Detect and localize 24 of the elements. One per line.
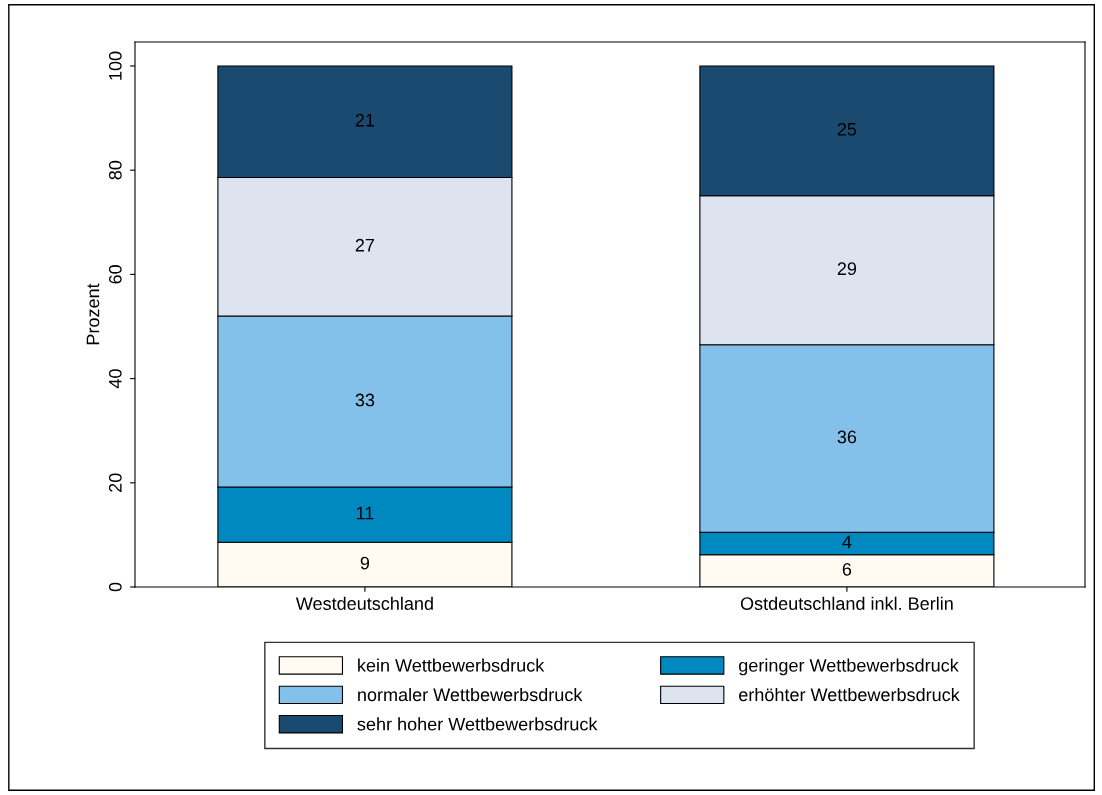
data-label: 25 xyxy=(837,122,857,136)
data-label: 4 xyxy=(842,535,852,549)
y-tick-label: 0 xyxy=(108,582,122,592)
data-label: 6 xyxy=(842,562,852,576)
legend-label: geringer Wettbewerbsdruck xyxy=(739,658,959,676)
x-tick-label: Ostdeutschland inkl. Berlin xyxy=(740,596,953,610)
y-tick-label: 100 xyxy=(108,51,122,80)
y-tick-label: 60 xyxy=(108,265,122,284)
legend-label: kein Wettbewerbsdruck xyxy=(358,658,545,672)
y-axis-title: Prozent xyxy=(86,283,100,345)
data-label: 21 xyxy=(355,113,375,127)
data-label: 33 xyxy=(355,393,375,407)
y-tick-label: 40 xyxy=(108,369,122,389)
data-label: 11 xyxy=(356,506,374,520)
data-label: 29 xyxy=(837,262,857,276)
legend-label: normaler Wettbewerbsdruck xyxy=(358,687,583,702)
y-tick-label: 20 xyxy=(108,473,122,492)
data-label: 36 xyxy=(837,430,857,444)
data-label: 9 xyxy=(360,556,370,570)
legend-label: sehr hoher Wettbewerbsdruck xyxy=(357,717,598,731)
y-tick-label: 80 xyxy=(108,160,122,180)
data-label: 27 xyxy=(355,238,375,252)
x-tick-label: Westdeutschland xyxy=(295,596,433,610)
legend-label: erhöhter Wettbewerbsdruck xyxy=(739,687,960,702)
